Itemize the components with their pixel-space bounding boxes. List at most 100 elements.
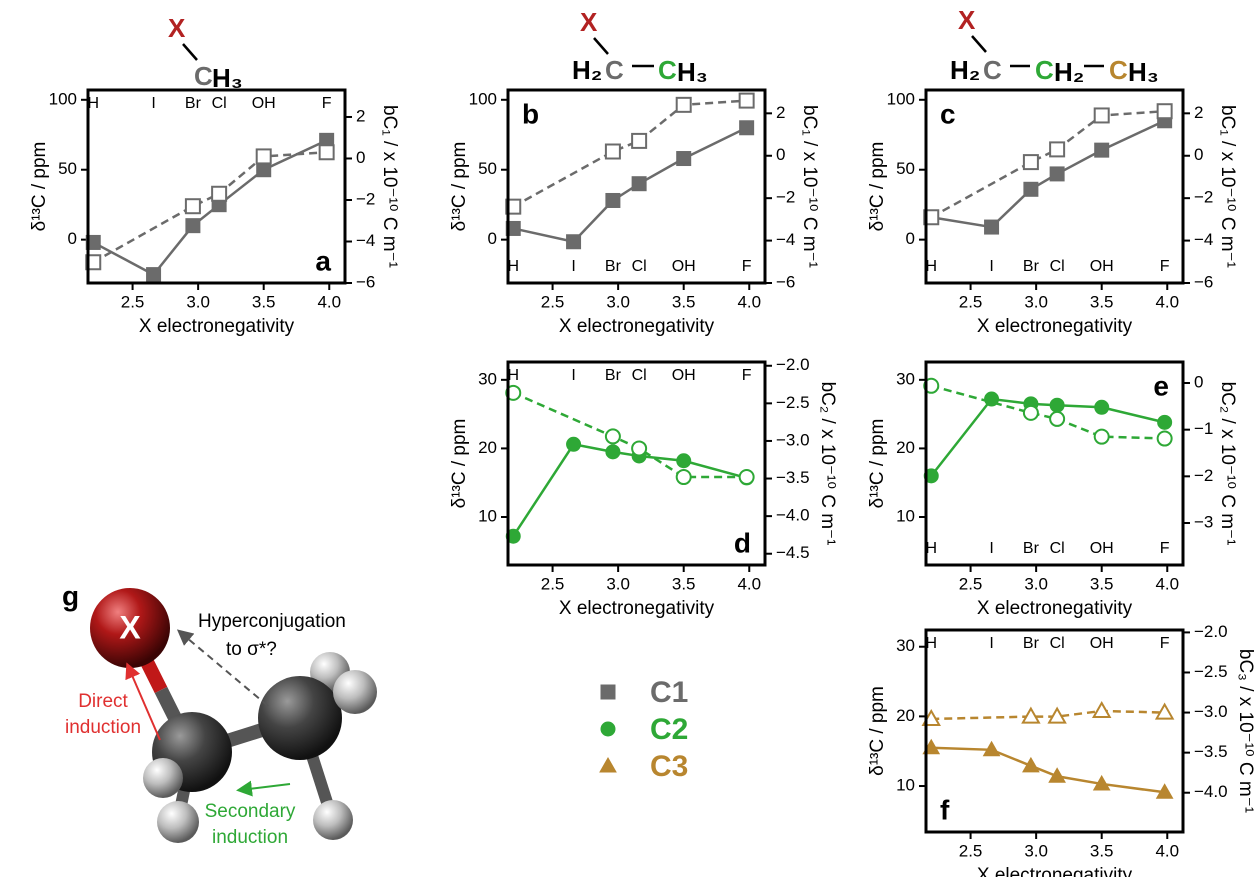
legend-marker bbox=[600, 684, 616, 700]
marker bbox=[923, 209, 940, 226]
marker bbox=[631, 176, 647, 192]
y-tick-label: 50 bbox=[58, 159, 77, 178]
substituent-atom bbox=[90, 588, 170, 668]
marker bbox=[1093, 428, 1110, 445]
chart-panel: 2.5 3.0 3.5 4.0 0 50 100 −6 −4 −2 0 2 H I Br Cl OH Fb X el… bbox=[449, 88, 820, 337]
marker bbox=[1156, 103, 1173, 120]
marker bbox=[676, 453, 692, 469]
y2-tick-label: −2 bbox=[776, 188, 795, 207]
panel-label: a bbox=[315, 245, 331, 276]
point-label: F bbox=[742, 367, 752, 384]
point-label: F bbox=[1160, 540, 1170, 557]
marker bbox=[923, 377, 940, 394]
series-line bbox=[512, 126, 748, 244]
marker bbox=[1094, 399, 1110, 415]
marker bbox=[1023, 181, 1039, 197]
panel-label: d bbox=[734, 527, 751, 558]
series-line bbox=[512, 442, 747, 537]
y-axis-label: δ¹³C / ppm bbox=[867, 142, 888, 232]
substituent: X bbox=[958, 5, 976, 35]
y-tick-label: 0 bbox=[488, 229, 497, 248]
marker bbox=[604, 428, 621, 445]
plot-frame bbox=[86, 88, 347, 285]
x-axis-label: X electronegativity bbox=[559, 598, 715, 619]
hydrogen bbox=[333, 670, 377, 714]
point-label: OH bbox=[1090, 635, 1114, 652]
point-label: Br bbox=[185, 95, 202, 112]
y2-tick-label: −2.0 bbox=[776, 355, 810, 374]
y-tick-label: 20 bbox=[896, 706, 915, 725]
atom: C bbox=[605, 55, 624, 85]
y2-tick-label: −2 bbox=[1194, 466, 1213, 485]
y-axis-label: δ¹³C / ppm bbox=[29, 142, 50, 232]
point-label: OH bbox=[252, 95, 276, 112]
x-tick-label: 3.0 bbox=[1024, 292, 1048, 311]
marker bbox=[1155, 783, 1174, 799]
y-tick-label: 30 bbox=[478, 369, 497, 388]
marker bbox=[1157, 414, 1173, 430]
panel-label: b bbox=[522, 98, 539, 129]
x-tick-label: 4.0 bbox=[1155, 841, 1179, 860]
x-tick-label: 2.5 bbox=[959, 292, 983, 311]
y2-tick-label: 2 bbox=[1194, 103, 1203, 122]
x-tick-label: 4.0 bbox=[737, 292, 761, 311]
point-label: Br bbox=[605, 367, 622, 384]
y2-tick-label: −3 bbox=[1194, 512, 1213, 531]
x-tick-label: 2.5 bbox=[959, 574, 983, 593]
x-tick-label: 2.5 bbox=[959, 841, 983, 860]
atom: H₃ bbox=[1128, 57, 1159, 87]
marker bbox=[1022, 154, 1039, 171]
arrow bbox=[125, 662, 161, 741]
point-label: Cl bbox=[1050, 258, 1065, 275]
annotation: Secondary bbox=[205, 801, 296, 822]
chart-panel: 2.5 3.0 3.5 4.0 0 50 100 −6 −4 −2 0 2 H I Br Cl OH Fa X el… bbox=[29, 88, 400, 337]
point-label: Cl bbox=[1050, 540, 1065, 557]
x-axis-label: X electronegativity bbox=[977, 865, 1133, 877]
marker bbox=[675, 469, 692, 486]
y2-tick-label: −6 bbox=[1194, 272, 1213, 291]
atom: H₂ bbox=[572, 55, 602, 85]
legend-label: C3 bbox=[650, 750, 688, 783]
arrow bbox=[236, 780, 291, 797]
y2-tick-label: −4 bbox=[356, 231, 375, 250]
x-axis-label: X electronegativity bbox=[977, 316, 1133, 337]
hydrogen bbox=[143, 758, 183, 798]
y-tick-label: 30 bbox=[896, 636, 915, 655]
y-axis-label: δ¹³C / ppm bbox=[867, 419, 888, 509]
hydrogen bbox=[157, 801, 199, 843]
y2-tick-label: −2 bbox=[356, 189, 375, 208]
marker bbox=[318, 144, 335, 161]
marker bbox=[1022, 404, 1039, 421]
y2-tick-label: −3.5 bbox=[1194, 742, 1228, 761]
substituent: X bbox=[580, 7, 598, 37]
annotation: Hyperconjugation bbox=[198, 611, 346, 632]
marker bbox=[1021, 706, 1041, 724]
x-axis-label: X electronegativity bbox=[977, 598, 1133, 619]
marker bbox=[505, 528, 521, 544]
series-line bbox=[92, 151, 327, 264]
marker bbox=[1092, 774, 1111, 791]
x-tick-label: 3.5 bbox=[1090, 574, 1114, 593]
marker bbox=[605, 192, 621, 208]
y2-tick-label: 0 bbox=[1194, 145, 1203, 164]
y-tick-label: 10 bbox=[478, 506, 497, 525]
y2-tick-label: −3.0 bbox=[1194, 702, 1228, 721]
point-label: I bbox=[151, 95, 155, 112]
point-label: I bbox=[989, 635, 993, 652]
marker bbox=[505, 384, 522, 401]
chart-panel: 2.5 3.0 3.5 4.0 10 20 30 −2.0 −2.5 −3.0 −3.5 −4.0 H I… bbox=[867, 622, 1256, 877]
x-tick-label: 4.0 bbox=[1155, 292, 1179, 311]
y2-tick-label: 0 bbox=[356, 148, 365, 167]
marker bbox=[1156, 430, 1173, 447]
marker bbox=[675, 96, 692, 113]
point-label: H bbox=[925, 540, 937, 557]
x-tick-label: 4.0 bbox=[1155, 574, 1179, 593]
y2-tick-label: −2.5 bbox=[1194, 662, 1228, 681]
marker bbox=[184, 198, 201, 215]
x-tick-label: 3.5 bbox=[672, 292, 696, 311]
marker bbox=[1049, 397, 1065, 413]
series-line bbox=[930, 109, 1165, 219]
panel-label: g bbox=[62, 580, 79, 611]
point-label: H bbox=[925, 258, 937, 275]
